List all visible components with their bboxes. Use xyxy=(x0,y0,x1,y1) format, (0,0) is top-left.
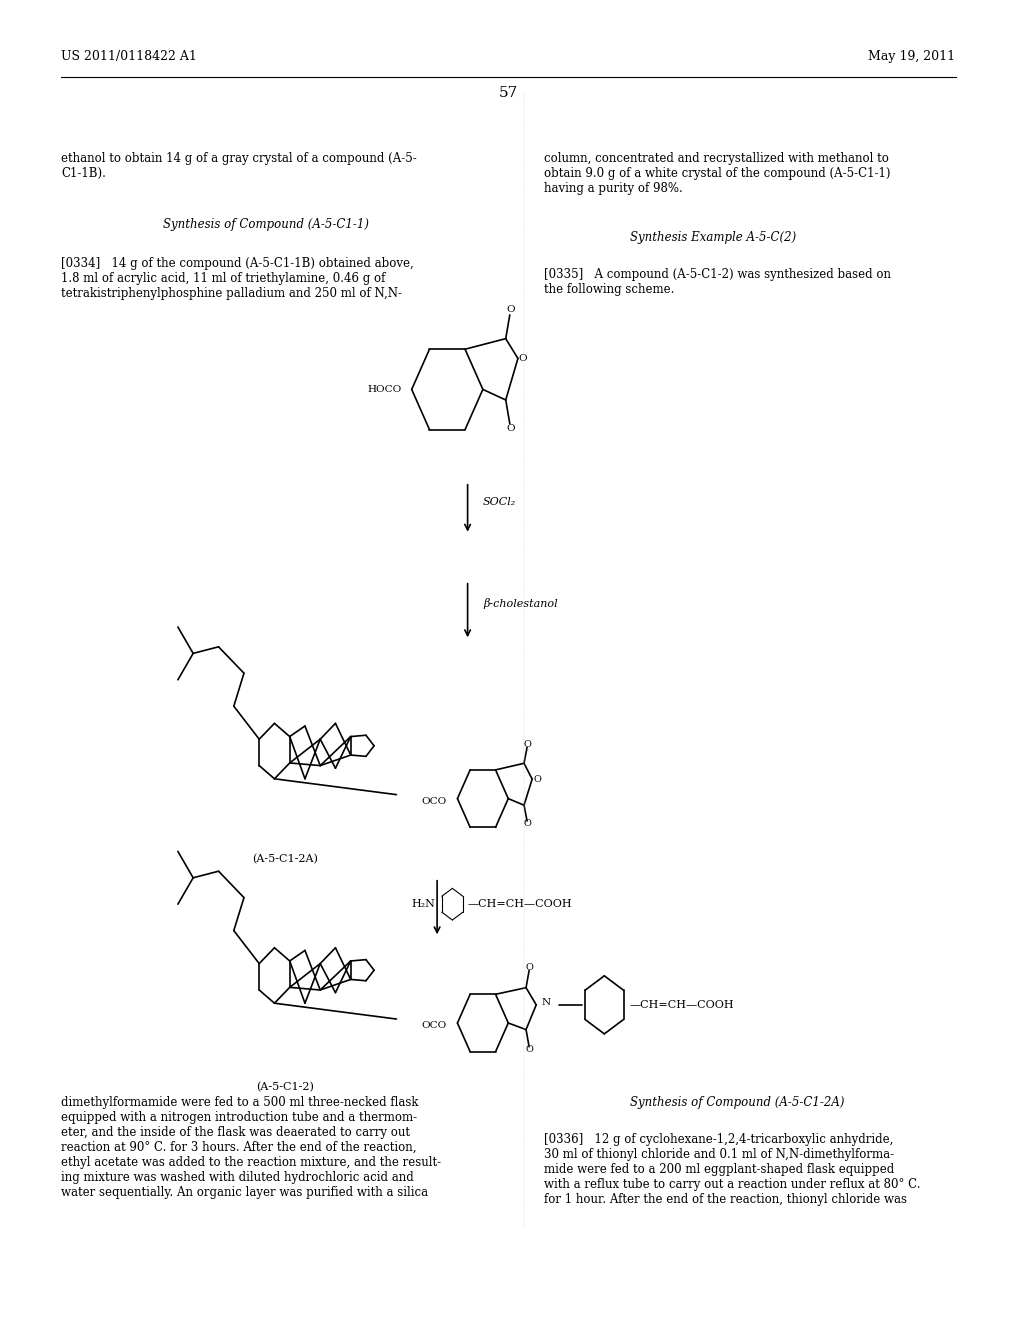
Text: O: O xyxy=(523,741,531,750)
Text: (A-5-C1-2): (A-5-C1-2) xyxy=(256,1082,313,1093)
Text: HOCO: HOCO xyxy=(368,385,401,393)
Text: β-cholestanol: β-cholestanol xyxy=(483,598,557,610)
Text: Synthesis of Compound (A-5-C1-1): Synthesis of Compound (A-5-C1-1) xyxy=(163,218,369,231)
Text: O: O xyxy=(519,354,527,363)
Text: —CH=CH—COOH: —CH=CH—COOH xyxy=(468,899,572,909)
Text: OCO: OCO xyxy=(422,797,447,805)
Text: Synthesis of Compound (A-5-C1-2A): Synthesis of Compound (A-5-C1-2A) xyxy=(630,1096,845,1109)
Text: column, concentrated and recrystallized with methanol to
obtain 9.0 g of a white: column, concentrated and recrystallized … xyxy=(544,152,890,195)
Text: SOCl₂: SOCl₂ xyxy=(483,496,516,507)
Text: [0335]   A compound (A-5-C1-2) was synthesized based on
the following scheme.: [0335] A compound (A-5-C1-2) was synthes… xyxy=(544,268,891,296)
Text: US 2011/0118422 A1: US 2011/0118422 A1 xyxy=(61,50,197,63)
Text: O: O xyxy=(525,1045,534,1053)
Text: Synthesis Example A-5-C(2): Synthesis Example A-5-C(2) xyxy=(630,231,797,244)
Text: dimethylformamide were fed to a 500 ml three-necked flask
equipped with a nitrog: dimethylformamide were fed to a 500 ml t… xyxy=(61,1096,441,1199)
Text: ethanol to obtain 14 g of a gray crystal of a compound (A-5-
C1-1B).: ethanol to obtain 14 g of a gray crystal… xyxy=(61,152,417,180)
Text: 57: 57 xyxy=(499,86,518,100)
Text: May 19, 2011: May 19, 2011 xyxy=(868,50,955,63)
Text: —CH=CH—COOH: —CH=CH—COOH xyxy=(630,999,734,1010)
Text: OCO: OCO xyxy=(422,1022,447,1030)
Text: [0334]   14 g of the compound (A-5-C1-1B) obtained above,
1.8 ml of acrylic acid: [0334] 14 g of the compound (A-5-C1-1B) … xyxy=(61,257,414,301)
Text: O: O xyxy=(507,425,515,433)
Text: N: N xyxy=(542,998,551,1007)
Text: [0336]   12 g of cyclohexane-1,2,4-tricarboxylic anhydride,
30 ml of thionyl chl: [0336] 12 g of cyclohexane-1,2,4-tricarb… xyxy=(544,1133,921,1205)
Text: O: O xyxy=(507,305,515,314)
Text: O: O xyxy=(525,964,534,973)
Text: O: O xyxy=(523,820,531,828)
Text: O: O xyxy=(534,775,541,784)
Text: H₂N: H₂N xyxy=(412,899,435,909)
Text: (A-5-C1-2A): (A-5-C1-2A) xyxy=(252,854,317,865)
